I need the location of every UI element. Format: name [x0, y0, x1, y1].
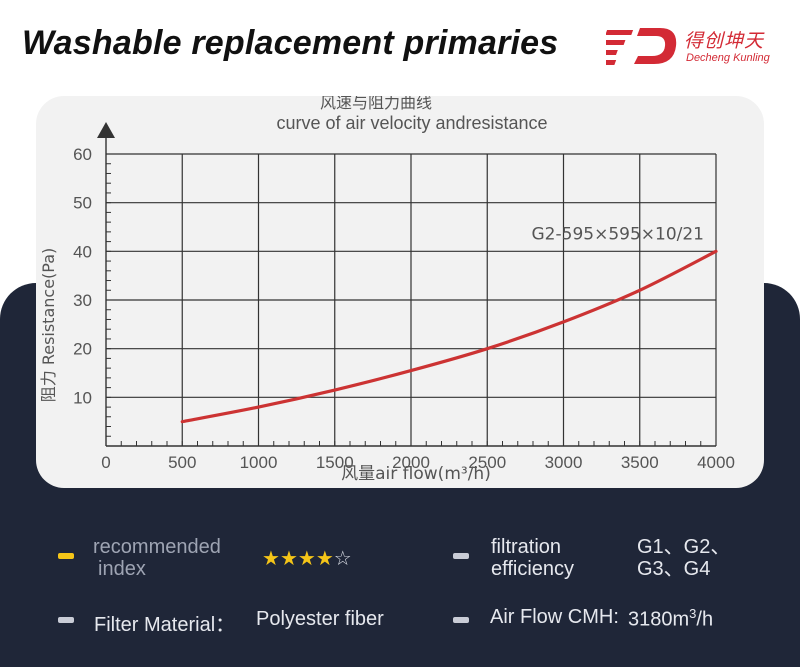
recommended-label: recommended index: [93, 536, 221, 580]
x-tick-label: 3500: [621, 453, 659, 472]
recommended-line-2: index: [98, 558, 146, 580]
star-filled-icon: ★: [297, 546, 316, 570]
x-tick-label: 1000: [240, 453, 278, 472]
bullet-filtration: [453, 553, 469, 559]
filtration-value: G1、G2、 G3、G4: [637, 536, 730, 580]
material-value: Polyester fiber: [256, 608, 384, 630]
x-tick-label: 3000: [545, 453, 583, 472]
y-axis-arrow-icon: [97, 122, 115, 138]
filtration-value-line-2: G3、G4: [637, 558, 711, 580]
y-axis-label: 阻力 Resistance(Pa): [39, 248, 58, 403]
star-empty-icon: ☆: [333, 546, 352, 570]
resistance-chart: 风速与阻力曲线 curve of air velocity andresista…: [39, 96, 735, 484]
series-line: [180, 249, 718, 424]
y-tick-label: 40: [73, 242, 92, 261]
y-tick-label: 30: [73, 291, 92, 310]
y-tick-label: 50: [73, 194, 92, 213]
x-tick-label: 500: [168, 453, 196, 472]
rating-stars: ★★★★☆: [262, 546, 352, 570]
y-tick-label: 60: [73, 145, 92, 164]
page-title: Washable replacement primaries: [22, 24, 559, 62]
x-axis-label: 风量air flow(m³/h): [341, 464, 491, 484]
bullet-airflow: [453, 617, 469, 623]
filtration-line-1: filtration: [491, 536, 562, 558]
filtration-label: filtration efficiency: [491, 536, 574, 580]
airflow-value: 3180m3/h: [628, 606, 713, 632]
airflow-sup: 3: [689, 606, 697, 621]
airflow-number: 3180m: [628, 608, 690, 631]
logo-mark-icon: [606, 28, 677, 65]
star-filled-icon: ★: [262, 546, 280, 570]
star-filled-icon: ★: [279, 546, 298, 570]
chart-card: 风速与阻力曲线 curve of air velocity andresista…: [36, 96, 764, 488]
filtration-value-line-1: G1、G2、: [637, 536, 731, 558]
brand-logo: 得创坤天 Decheng Kunling: [606, 22, 786, 70]
filtration-line-2: efficiency: [491, 558, 575, 580]
x-tick-label: 4000: [697, 453, 735, 472]
logo-english-text: Decheng Kunling: [686, 52, 770, 64]
star-filled-icon: ★: [315, 546, 334, 570]
recommended-line-1: recommended: [93, 536, 221, 558]
logo-chinese-text: 得创坤天: [684, 30, 765, 52]
bullet-material: [58, 617, 74, 623]
x-tick-label: 2500: [468, 453, 506, 472]
y-tick-label: 20: [73, 340, 92, 359]
y-tick-label: 10: [73, 388, 92, 407]
chart-title-cn: 风速与阻力曲线: [320, 96, 432, 112]
x-tick-label: 1500: [316, 453, 354, 472]
x-tick-label: 0: [101, 453, 110, 472]
chart-title-en: curve of air velocity andresistance: [276, 113, 547, 133]
airflow-label: Air Flow CMH:: [490, 606, 619, 628]
x-tick-label: 2000: [392, 453, 430, 472]
airflow-unit: /h: [696, 608, 714, 631]
bullet-recommended: [58, 553, 74, 559]
material-label: Filter Material：: [94, 614, 236, 636]
series-label: G2-595×595×10/21: [532, 224, 705, 244]
